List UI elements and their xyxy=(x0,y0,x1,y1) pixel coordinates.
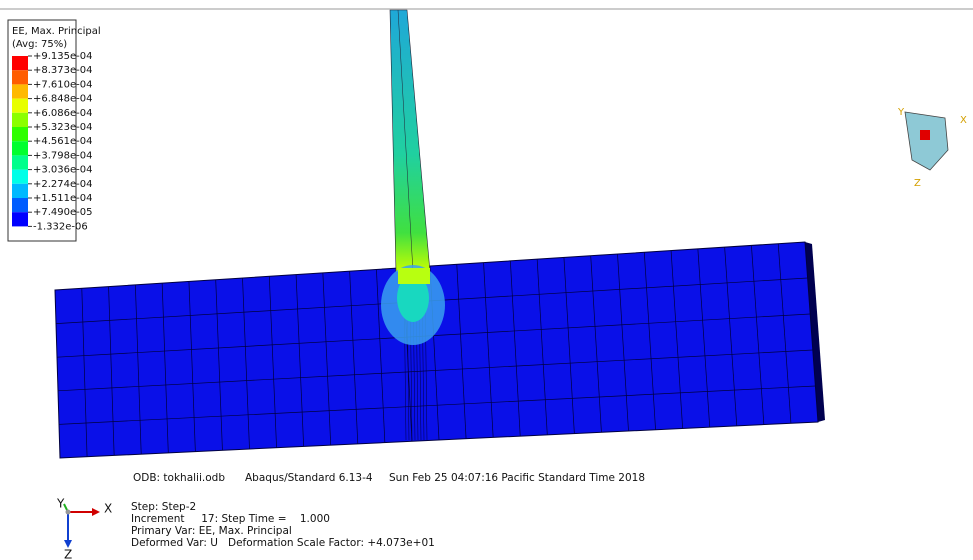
triad-label: Z xyxy=(64,548,72,560)
legend-swatch xyxy=(12,198,28,212)
triad-label: Y xyxy=(897,107,905,118)
legend-label: +2.274e-04 xyxy=(33,179,93,190)
legend-label: +3.798e-04 xyxy=(33,150,93,161)
legend-swatch xyxy=(12,155,28,169)
legend-label: +3.036e-04 xyxy=(33,165,93,176)
legend-label: +5.323e-04 xyxy=(33,122,93,133)
step-name: Step: Step-2 xyxy=(131,501,196,513)
legend-swatch xyxy=(12,84,28,98)
legend-label: +6.848e-04 xyxy=(33,94,93,105)
legend-label: +1.511e-04 xyxy=(33,193,93,204)
strain-hotspot xyxy=(398,268,430,284)
legend-swatch xyxy=(12,70,28,84)
solver-version: Abaqus/Standard 6.13-4 xyxy=(245,472,373,484)
legend-swatch xyxy=(12,184,28,198)
legend-title: EE, Max. Principal xyxy=(12,26,101,37)
legend-swatch xyxy=(12,212,28,226)
legend-label: +9.135e-04 xyxy=(33,51,93,62)
legend-label: +7.610e-04 xyxy=(33,79,93,90)
legend-label: +6.086e-04 xyxy=(33,108,93,119)
viewport: EE, Max. Principal (Avg: 75%) +9.135e-04… xyxy=(0,0,973,560)
legend-swatch xyxy=(12,127,28,141)
legend-swatch xyxy=(12,99,28,113)
deformed-variable: Deformed Var: U Deformation Scale Factor… xyxy=(131,537,435,549)
legend-label: +7.490e-05 xyxy=(33,207,93,218)
odb-name: ODB: tokhalii.odb xyxy=(133,472,225,484)
increment: Increment 17: Step Time = 1.000 xyxy=(131,513,330,525)
triad-label: X xyxy=(960,115,967,126)
timestamp: Sun Feb 25 04:07:16 Pacific Standard Tim… xyxy=(389,472,645,484)
legend-swatch xyxy=(12,56,28,70)
legend-label: +8.373e-04 xyxy=(33,65,93,76)
triad-label: Y xyxy=(56,497,65,511)
legend-swatch xyxy=(12,170,28,184)
triad-label: X xyxy=(104,502,112,516)
legend-label: -1.332e-06 xyxy=(33,221,88,232)
legend-swatch xyxy=(12,141,28,155)
legend-subtitle: (Avg: 75%) xyxy=(12,39,67,50)
triad-label: Z xyxy=(914,178,921,189)
legend-swatch xyxy=(12,113,28,127)
primary-variable: Primary Var: EE, Max. Principal xyxy=(131,525,292,537)
legend-label: +4.561e-04 xyxy=(33,136,93,147)
